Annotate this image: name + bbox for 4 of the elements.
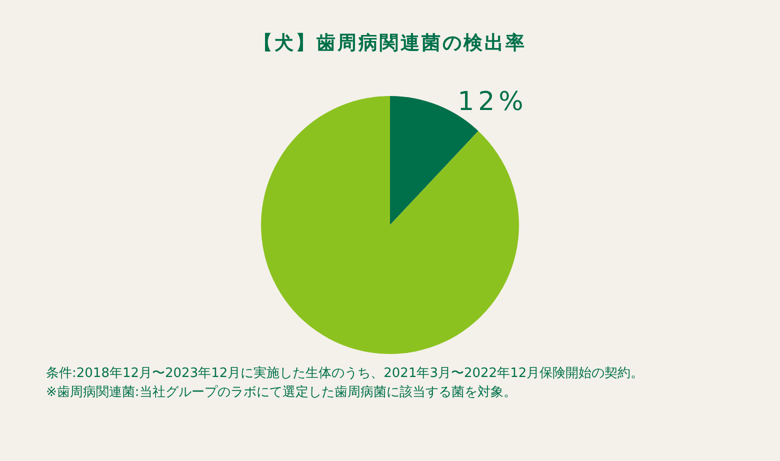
data-label: 12% <box>458 87 528 118</box>
text: 条件:2018年12月〜2023年12月に実施した生体のうち、2021年3月〜2022年12月保険開始の契約。 <box>46 365 645 383</box>
text: ※歯周病関連菌:当社グループのラボにて選定した歯周病菌に該当する菌を対象。 <box>46 384 518 402</box>
chart-title: 【犬】歯周病関連菌の検出率 <box>252 31 528 56</box>
